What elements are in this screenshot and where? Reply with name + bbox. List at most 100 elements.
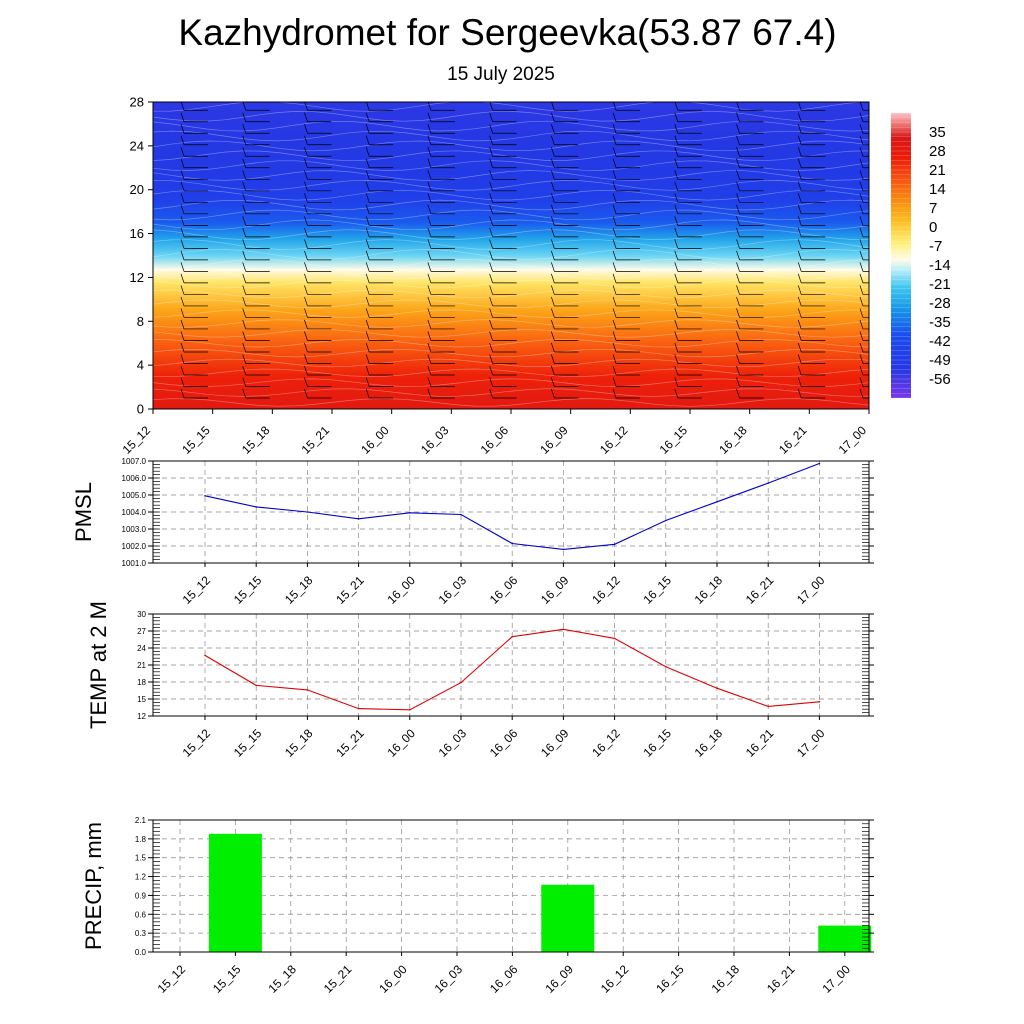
wind-barb-flag xyxy=(427,354,432,364)
wind-barb xyxy=(859,331,869,341)
y-tick-label: 0.9 xyxy=(135,891,147,900)
wind-barb-flag xyxy=(797,296,802,307)
wind-barb xyxy=(736,158,764,169)
y-tick-label: 1.8 xyxy=(135,835,147,844)
wind-barb xyxy=(365,331,394,341)
wind-barb xyxy=(427,147,455,157)
wind-barb-flag xyxy=(242,193,247,203)
x-tick-label: 15_12 xyxy=(180,573,214,607)
wind-barb-flag xyxy=(180,147,185,157)
contour-line xyxy=(153,219,869,231)
wind-barb-flag xyxy=(859,250,864,260)
wind-barb xyxy=(427,227,455,238)
wind-barb xyxy=(859,365,869,376)
heatmap-contours xyxy=(153,102,869,407)
data-point xyxy=(409,708,411,711)
wind-barb-flag xyxy=(674,239,679,249)
wind-barb xyxy=(180,285,208,295)
contour-line xyxy=(153,189,869,201)
wind-barb-flag xyxy=(612,102,617,111)
wind-barb-flag xyxy=(304,331,308,341)
wind-barb-flag xyxy=(736,273,740,284)
wind-barb-flag xyxy=(674,147,679,157)
wind-barb-flag xyxy=(242,342,247,353)
data-point xyxy=(409,512,411,514)
x-tick-label: 16_03 xyxy=(436,726,470,760)
wind-barb xyxy=(180,181,208,192)
wind-barb-flag xyxy=(489,147,493,157)
wind-barb xyxy=(551,147,579,157)
wind-barb-flag xyxy=(365,181,370,191)
wind-barb xyxy=(242,365,270,376)
contour-line xyxy=(153,102,869,112)
wind-barb-flag xyxy=(551,354,555,364)
wind-barb-flag xyxy=(674,102,679,111)
wind-barb-flag xyxy=(304,147,308,157)
temp-panel: 12 15 18 21 24 27 30 15_12 15_15 15_18 15_21 16_00… xyxy=(86,601,874,760)
wind-barb-flag xyxy=(242,181,247,191)
x-tick-label: 15_21 xyxy=(333,726,367,760)
wind-barb-flag xyxy=(612,308,617,318)
wind-barb xyxy=(304,250,332,261)
wind-barb-flag xyxy=(859,147,864,157)
colorbar-label: -28 xyxy=(929,295,951,312)
wind-barb xyxy=(736,354,764,364)
wind-barb xyxy=(180,296,208,307)
colorbar-label: -49 xyxy=(929,352,951,369)
wind-barb xyxy=(427,377,455,387)
wind-barb xyxy=(736,342,764,353)
wind-barb xyxy=(674,216,702,226)
y-tick-label: 24 xyxy=(137,644,146,653)
wind-barb xyxy=(797,124,826,134)
wind-barb-flag xyxy=(797,354,802,364)
wind-barb-flag xyxy=(304,204,308,214)
wind-barb-flag xyxy=(427,273,432,284)
wind-barb-flag xyxy=(427,239,432,249)
y-tick-label: 21 xyxy=(137,661,146,670)
wind-barb xyxy=(551,365,579,376)
wind-barb-flag xyxy=(736,296,740,307)
wind-barb-flag xyxy=(797,216,802,226)
wind-barb-flag xyxy=(612,319,617,330)
wind-barb xyxy=(427,112,455,123)
wind-barb-flag xyxy=(365,308,370,318)
wind-barb-flag xyxy=(674,365,679,376)
heatmap-x-tick-label: 15_21 xyxy=(299,423,333,457)
precip-ylabel: PRECIP, mm xyxy=(81,822,106,950)
wind-barb-flag xyxy=(242,239,247,249)
wind-barb xyxy=(612,124,641,134)
wind-barb xyxy=(551,319,579,330)
wind-barb-flag xyxy=(365,193,370,203)
wind-barb-flag xyxy=(736,102,740,111)
wind-barb xyxy=(242,388,270,399)
wind-barb xyxy=(736,308,764,318)
wind-barb xyxy=(365,204,394,215)
wind-barb-flag xyxy=(674,273,679,284)
wind-barb-flag xyxy=(551,124,555,134)
wind-barb xyxy=(489,147,517,157)
y-tick-label: 1007.0 xyxy=(122,457,147,466)
wind-barb-flag xyxy=(489,102,493,111)
wind-barb xyxy=(489,227,517,238)
wind-barb-flag xyxy=(551,273,555,284)
wind-barb-flag xyxy=(612,342,617,353)
wind-barb-flag xyxy=(551,193,555,203)
wind-barb-flag xyxy=(551,262,555,272)
wind-barb xyxy=(859,354,869,364)
wind-barb-flag xyxy=(489,227,493,237)
contour-line xyxy=(153,268,869,280)
wind-barb-flag xyxy=(674,262,679,272)
temp-frame xyxy=(152,613,870,717)
wind-barb xyxy=(859,342,869,353)
wind-barb xyxy=(489,170,517,180)
contour-line xyxy=(153,249,869,260)
data-point xyxy=(255,684,257,687)
data-point xyxy=(818,462,821,465)
wind-barb-flag xyxy=(674,308,679,318)
y-tick-label: 0.6 xyxy=(135,910,147,919)
wind-barb-flag xyxy=(612,388,617,399)
data-point xyxy=(511,635,513,638)
y-tick-label: 0.3 xyxy=(135,929,147,938)
wind-barb-flag xyxy=(612,204,617,214)
wind-barb xyxy=(304,388,332,399)
